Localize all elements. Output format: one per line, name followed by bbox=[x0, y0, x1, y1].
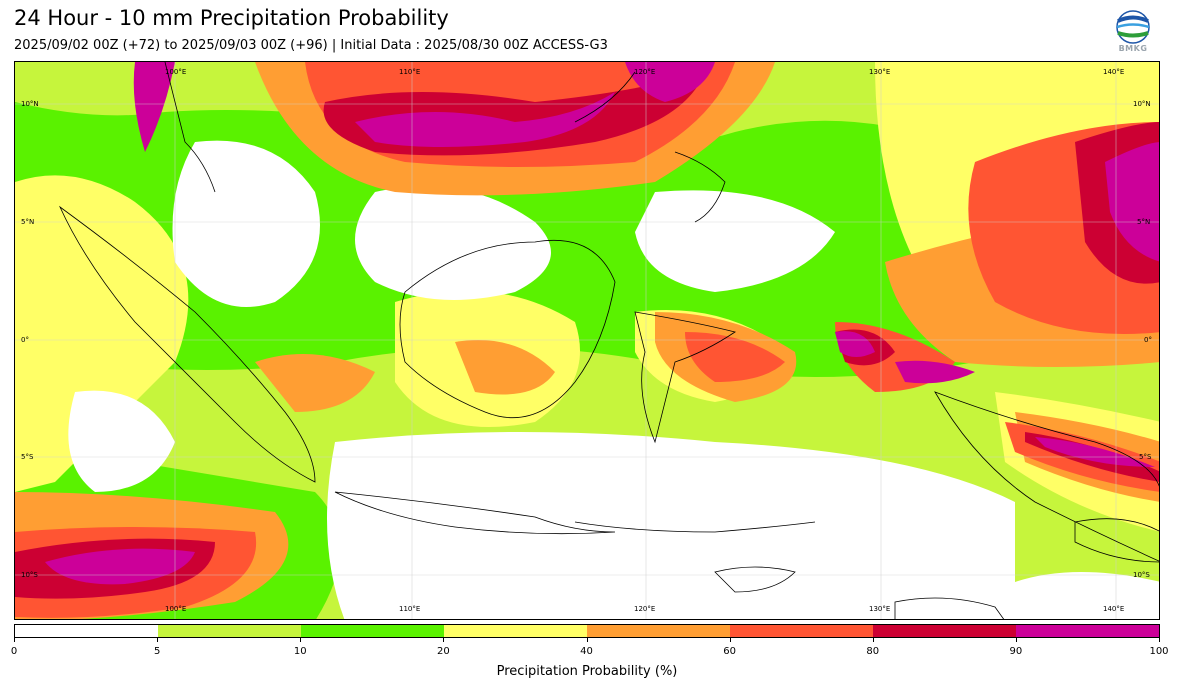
lon-label-bottom: 110°E bbox=[399, 605, 421, 613]
colorbar-tick-label: 90 bbox=[1009, 646, 1023, 657]
colorbar bbox=[14, 624, 1160, 638]
map-canvas bbox=[15, 62, 1159, 619]
lat-label-right: 10°S bbox=[1133, 571, 1150, 579]
lon-label-top: 130°E bbox=[869, 68, 891, 76]
lat-label-left: 10°N bbox=[21, 100, 39, 108]
colorbar-tick-label: 80 bbox=[866, 646, 880, 657]
bmkg-logo: BMKG bbox=[1113, 10, 1153, 56]
colorbar-tick-label: 5 bbox=[153, 646, 161, 657]
logo-text: BMKG bbox=[1118, 44, 1148, 53]
colorbar-tick-mark bbox=[729, 638, 731, 642]
colorbar-tick-mark bbox=[1159, 638, 1160, 642]
lon-label-top: 110°E bbox=[399, 68, 421, 76]
lat-label-right: 5°S bbox=[1139, 453, 1152, 461]
colorbar-tick-label: 40 bbox=[580, 646, 593, 657]
lat-label-left: 5°S bbox=[21, 453, 34, 461]
colorbar-tick-mark bbox=[14, 638, 15, 642]
lat-label-right: 10°N bbox=[1133, 100, 1151, 108]
lat-label-left: 10°S bbox=[21, 571, 38, 579]
lat-label-right: 5°N bbox=[1137, 218, 1151, 226]
colorbar-tick-mark bbox=[443, 638, 445, 642]
lat-label-left: 0° bbox=[21, 336, 29, 344]
lat-label-left: 5°N bbox=[21, 218, 35, 226]
globe-icon bbox=[1116, 10, 1150, 44]
colorbar-segment bbox=[301, 625, 444, 637]
colorbar-segment bbox=[158, 625, 301, 637]
colorbar-segment bbox=[1016, 625, 1159, 637]
colorbar-tick-label: 0 bbox=[10, 646, 18, 657]
lon-label-bottom: 130°E bbox=[869, 605, 891, 613]
colorbar-segment bbox=[587, 625, 730, 637]
lat-label-right: 0° bbox=[1144, 336, 1152, 344]
colorbar-tick-label: 100 bbox=[1149, 646, 1169, 657]
colorbar-segment bbox=[873, 625, 1016, 637]
colorbar-segment bbox=[730, 625, 873, 637]
colorbar-tick-mark bbox=[300, 638, 302, 642]
colorbar-label: Precipitation Probability (%) bbox=[496, 664, 678, 679]
precipitation-map[interactable]: 100°E 110°E 120°E 130°E 140°E 100°E 110°… bbox=[14, 61, 1160, 620]
colorbar-segment bbox=[15, 625, 158, 637]
colorbar-tick-label: 10 bbox=[293, 646, 307, 657]
lon-label-bottom: 120°E bbox=[634, 605, 656, 613]
colorbar-tick-label: 20 bbox=[437, 646, 450, 657]
colorbar-tick-mark bbox=[586, 638, 588, 642]
lon-label-bottom: 140°E bbox=[1103, 605, 1125, 613]
colorbar-segment bbox=[444, 625, 587, 637]
lon-label-bottom: 100°E bbox=[165, 605, 187, 613]
map-subtitle: 2025/09/02 00Z (+72) to 2025/09/03 00Z (… bbox=[14, 38, 608, 53]
colorbar-tick-mark bbox=[157, 638, 159, 642]
lon-label-top: 100°E bbox=[165, 68, 187, 76]
colorbar-tick-mark bbox=[1015, 638, 1017, 642]
map-title: 24 Hour - 10 mm Precipitation Probabilit… bbox=[14, 6, 449, 30]
lon-label-top: 140°E bbox=[1103, 68, 1125, 76]
colorbar-tick-mark bbox=[872, 638, 874, 642]
lon-label-top: 120°E bbox=[634, 68, 656, 76]
colorbar-tick-label: 60 bbox=[723, 646, 736, 657]
